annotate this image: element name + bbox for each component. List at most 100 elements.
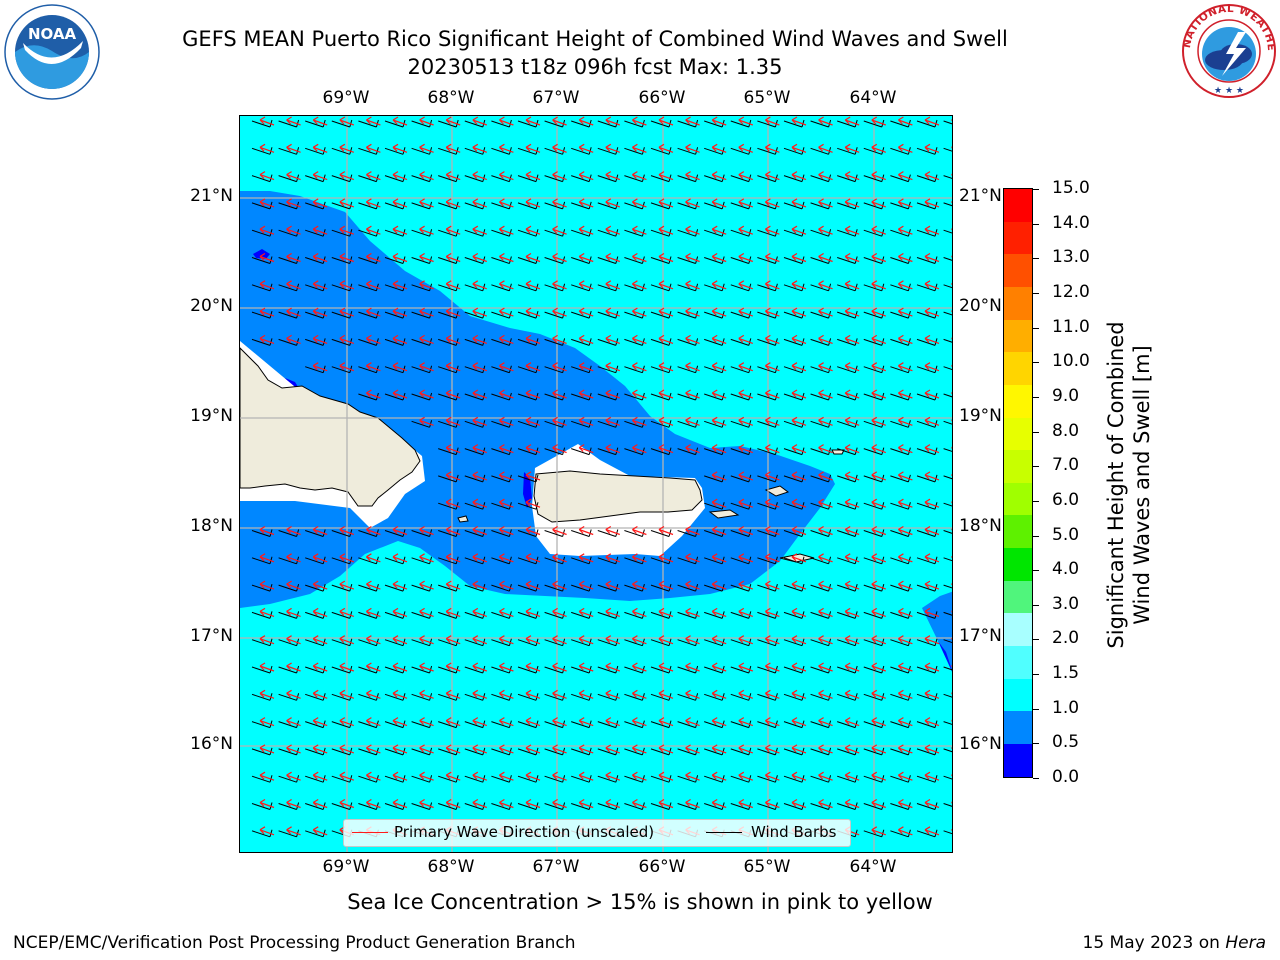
wave-direction-arrow: [818, 171, 833, 181]
colorbar-tick-label: 1.0: [1052, 697, 1080, 718]
longitude-label-bottom: 67°W: [532, 857, 580, 877]
wave-direction-arrow: [631, 607, 647, 617]
wave-direction-arrow: [871, 444, 887, 454]
wave-direction-arrow: [685, 307, 700, 317]
wave-direction-arrow: [844, 771, 860, 781]
wind-barb: [943, 175, 952, 179]
wave-direction-arrow: [711, 498, 727, 508]
wave-direction-arrow: [392, 744, 408, 754]
wave-direction-arrow: [525, 280, 541, 290]
colorbar-tick-label: 9.0: [1052, 386, 1080, 406]
wave-direction-arrow: [818, 580, 833, 590]
colorbar-segment: [1004, 743, 1032, 778]
wave-direction-arrow: [392, 171, 408, 181]
wave-direction-arrow: [871, 252, 887, 263]
wave-direction-arrow: [339, 116, 355, 126]
latitude-label-left: 16°N: [190, 734, 233, 754]
wave-direction-arrow: [365, 171, 381, 181]
wave-direction-arrow: [818, 389, 833, 399]
wave-direction-arrow: [259, 143, 275, 153]
wave-direction-arrow: [605, 444, 621, 454]
wave-direction-arrow: [578, 307, 594, 317]
wave-direction-arrow: [791, 553, 807, 563]
wave-direction-arrow: [525, 553, 541, 563]
wave-direction-arrow: [525, 771, 541, 781]
wave-direction-arrow: [498, 416, 514, 426]
wave-direction-arrow: [312, 744, 328, 754]
wave-direction-arrow: [552, 525, 567, 536]
wave-direction-arrow: [844, 280, 860, 290]
wave-direction-arrow: [897, 252, 913, 263]
wave-direction-arrow: [631, 580, 647, 590]
wave-direction-arrow: [498, 362, 514, 372]
wave-direction-arrow: [764, 635, 780, 645]
wave-direction-arrow: [365, 362, 381, 372]
wave-direction-arrow: [312, 689, 328, 699]
wave-direction-arrow: [897, 198, 913, 208]
wave-direction-arrow: [419, 171, 434, 181]
wave-direction-arrow: [844, 171, 860, 181]
wave-direction-arrow: [738, 689, 754, 699]
wave-direction-arrow: [445, 744, 461, 754]
wave-direction-arrow: [844, 662, 860, 672]
wave-direction-arrow: [286, 771, 301, 781]
wave-direction-arrow: [445, 198, 461, 208]
wave-direction-arrow: [685, 389, 700, 399]
wave-direction-arrow: [844, 744, 860, 754]
wave-direction-arrow: [631, 635, 647, 645]
wave-direction-arrow: [392, 252, 408, 263]
wave-direction-arrow: [738, 553, 754, 563]
colorbar-tick-label: 15.0: [1052, 178, 1090, 199]
wave-direction-arrow: [312, 607, 328, 617]
colorbar: [1003, 188, 1033, 778]
wave-direction-arrow: [339, 635, 355, 645]
wave-direction-arrow: [472, 662, 488, 672]
wave-direction-arrow: [631, 662, 647, 672]
wave-direction-arrow: [312, 553, 328, 563]
wave-direction-arrow: [419, 580, 434, 590]
wave-direction-arrow: [738, 225, 754, 235]
colorbar-tick: [1033, 778, 1039, 779]
wave-direction-arrow: [818, 717, 833, 727]
wave-direction-arrow: [525, 798, 541, 809]
colorbar-segment: [1004, 189, 1032, 223]
wave-direction-arrow: [871, 635, 887, 645]
wave-direction-arrow: [552, 798, 567, 809]
wave-direction-arrow: [392, 307, 408, 317]
wave-direction-arrow: [578, 334, 594, 344]
wave-direction-arrow: [286, 525, 301, 536]
wave-direction-arrow: [552, 717, 567, 727]
wave-direction-arrow: [844, 143, 860, 153]
wave-direction-arrow: [764, 143, 780, 153]
wave-direction-arrow: [552, 171, 567, 181]
wave-direction-arrow: [924, 635, 940, 645]
latitude-label-left: 21°N: [190, 186, 233, 206]
wave-direction-arrow: [339, 143, 355, 153]
wave-direction-arrow: [658, 116, 674, 126]
wave-direction-arrow: [286, 553, 301, 563]
colorbar-segment: [1004, 646, 1032, 680]
wave-direction-arrow: [738, 143, 754, 153]
wave-direction-arrow: [631, 444, 647, 454]
wave-direction-arrow: [631, 307, 647, 317]
wave-direction-arrow: [392, 225, 408, 235]
wave-direction-arrow: [525, 225, 541, 235]
wave-direction-arrow: [844, 717, 860, 727]
wave-direction-arrow: [844, 444, 860, 454]
wave-direction-arrow: [312, 635, 328, 645]
wave-direction-arrow: [924, 471, 940, 481]
wave-direction-arrow: [312, 143, 328, 153]
wave-direction-arrow: [738, 362, 754, 372]
latitude-label-right: 19°N: [959, 406, 1002, 426]
wave-direction-arrow: [419, 334, 434, 344]
wave-direction-arrow: [472, 280, 488, 290]
wave-direction-arrow: [791, 798, 807, 809]
colorbar-segment: [1004, 221, 1032, 255]
wave-direction-arrow: [419, 635, 434, 645]
wave-direction-arrow: [711, 334, 727, 344]
wave-direction-arrow: [578, 744, 594, 754]
wave-direction-arrow: [525, 717, 541, 727]
wind-barb: [943, 611, 952, 616]
wave-direction-arrow: [339, 525, 355, 536]
